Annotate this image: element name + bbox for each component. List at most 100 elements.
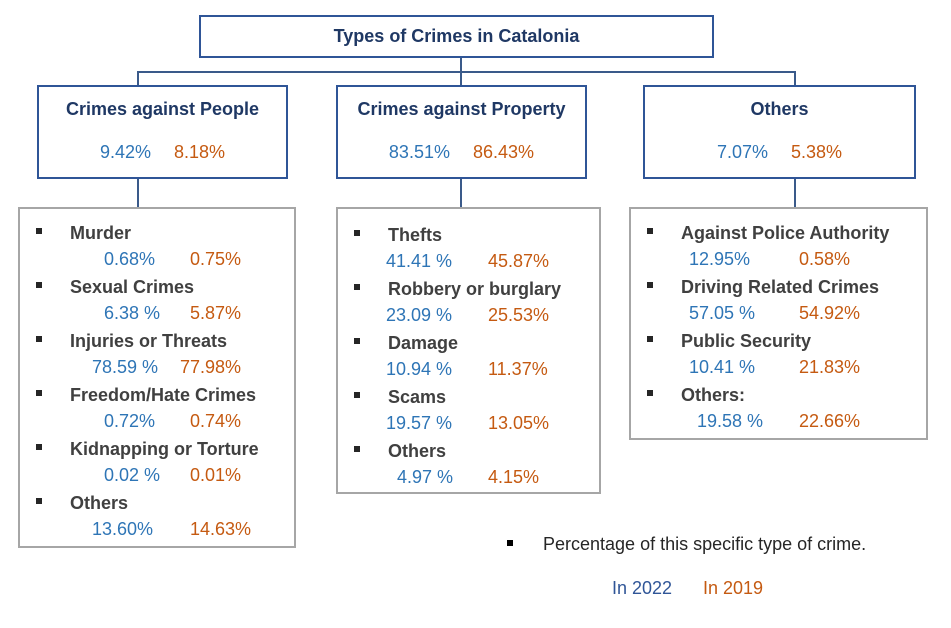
item-2022: 57.05 % xyxy=(689,303,756,323)
pct-2022: 83.51% xyxy=(388,142,450,162)
bullet-icon xyxy=(354,284,360,290)
legend-bullet-icon xyxy=(507,540,513,546)
item-label: Driving Related Crimes xyxy=(681,277,880,297)
diagram-title-box: Types of Crimes in Catalonia xyxy=(199,15,714,58)
bullet-icon xyxy=(36,228,42,234)
item-label: Sexual Crimes xyxy=(70,277,195,297)
item-2019: 0.74% xyxy=(190,411,242,431)
list-item: Others: 19.58 % 22.66% xyxy=(647,385,926,439)
branch-connector xyxy=(137,71,796,73)
category-percentages: 7.07% 5.38% xyxy=(645,142,914,163)
category-title: Crimes against Property xyxy=(357,99,566,119)
item-2019: 77.98% xyxy=(180,357,242,377)
item-2022: 19.57 % xyxy=(386,413,453,433)
bullet-icon xyxy=(647,336,653,342)
root-connector xyxy=(460,58,462,72)
branch-property-connector xyxy=(460,71,462,85)
category-box-property: Crimes against Property 83.51% 86.43% xyxy=(336,85,587,179)
legend-year-2019: In 2019 xyxy=(703,578,764,598)
list-item: Robbery or burglary 23.09 % 25.53% xyxy=(354,279,599,333)
bullet-icon xyxy=(354,446,360,452)
category-percentages: 9.42% 8.18% xyxy=(39,142,286,163)
item-2019: 11.37% xyxy=(488,359,548,379)
item-label: Thefts xyxy=(388,225,442,245)
list-item: Public Security 10.41 % 21.83% xyxy=(647,331,926,385)
legend-bullet-text: Percentage of this specific type of crim… xyxy=(543,534,867,554)
others-list-connector xyxy=(794,179,796,208)
item-2022: 78.59 % xyxy=(92,357,159,377)
list-item: Driving Related Crimes 57.05 % 54.92% xyxy=(647,277,926,331)
item-2019: 14.63% xyxy=(190,519,252,539)
list-item: Injuries or Threats 78.59 % 77.98% xyxy=(36,331,294,385)
list-item: Scams 19.57 % 13.05% xyxy=(354,387,599,441)
item-2022: 10.94 % xyxy=(386,359,453,379)
bullet-icon xyxy=(354,338,360,344)
list-item: Kidnapping or Torture 0.02 % 0.01% xyxy=(36,439,294,493)
bullet-icon xyxy=(354,392,360,398)
item-label: Injuries or Threats xyxy=(70,331,228,351)
list-item: Others 4.97 % 4.15% xyxy=(354,441,599,495)
item-2019: 0.01% xyxy=(190,465,242,485)
item-2019: 21.83% xyxy=(799,357,861,377)
item-label: Others xyxy=(70,493,129,513)
item-label: Public Security xyxy=(681,331,812,351)
item-label: Damage xyxy=(388,333,459,353)
item-2019: 0.58% xyxy=(799,249,851,269)
item-label: Scams xyxy=(388,387,447,407)
diagram-title: Types of Crimes in Catalonia xyxy=(333,26,580,46)
item-2022: 13.60% xyxy=(92,519,154,539)
bullet-icon xyxy=(36,390,42,396)
item-label: Others xyxy=(388,441,447,461)
item-2019: 45.87% xyxy=(488,251,550,271)
list-box-people: Murder 0.68% 0.75% Sexual Crimes 6.38 % … xyxy=(18,207,296,548)
bullet-icon xyxy=(36,498,42,504)
list-item: Freedom/Hate Crimes 0.72% 0.74% xyxy=(36,385,294,439)
pct-2019: 8.18% xyxy=(174,142,226,162)
list-item: Others 13.60% 14.63% xyxy=(36,493,294,547)
item-2022: 12.95% xyxy=(689,249,751,269)
list-item: Murder 0.68% 0.75% xyxy=(36,223,294,277)
item-2022: 19.58 % xyxy=(697,411,764,431)
item-2022: 0.72% xyxy=(104,411,156,431)
item-label: Murder xyxy=(70,223,132,243)
list-box-others: Against Police Authority 12.95% 0.58% Dr… xyxy=(629,207,928,440)
category-percentages: 83.51% 86.43% xyxy=(338,142,585,163)
bullet-icon xyxy=(36,444,42,450)
list-box-property: Thefts 41.41 % 45.87% Robbery or burglar… xyxy=(336,207,601,494)
legend-year-2022: In 2022 xyxy=(612,578,673,598)
item-2019: 54.92% xyxy=(799,303,861,323)
pct-2022: 7.07% xyxy=(716,142,768,162)
list-item: Thefts 41.41 % 45.87% xyxy=(354,225,599,279)
item-label: Others: xyxy=(681,385,746,405)
item-2022: 4.97 % xyxy=(397,467,454,487)
branch-others-connector xyxy=(794,71,796,85)
category-box-people: Crimes against People 9.42% 8.18% xyxy=(37,85,288,179)
bullet-icon xyxy=(36,336,42,342)
pct-2019: 86.43% xyxy=(473,142,535,162)
item-2019: 0.75% xyxy=(190,249,242,269)
bullet-icon xyxy=(647,282,653,288)
list-item: Sexual Crimes 6.38 % 5.87% xyxy=(36,277,294,331)
people-list-connector xyxy=(137,179,139,208)
bullet-icon xyxy=(354,230,360,236)
bullet-icon xyxy=(36,282,42,288)
item-2022: 41.41 % xyxy=(386,251,453,271)
property-list-connector xyxy=(460,179,462,208)
category-box-others: Others 7.07% 5.38% xyxy=(643,85,916,179)
category-title: Others xyxy=(750,99,809,119)
item-label: Freedom/Hate Crimes xyxy=(70,385,257,405)
item-2019: 4.15% xyxy=(488,467,540,487)
list-item: Damage 10.94 % 11.37% xyxy=(354,333,599,387)
list-item: Against Police Authority 12.95% 0.58% xyxy=(647,223,926,277)
item-2019: 22.66% xyxy=(799,411,861,431)
item-label: Kidnapping or Torture xyxy=(70,439,259,459)
item-2022: 6.38 % xyxy=(104,303,161,323)
item-2022: 10.41 % xyxy=(689,357,756,377)
item-2019: 13.05% xyxy=(488,413,550,433)
item-2022: 23.09 % xyxy=(386,305,453,325)
pct-2019: 5.38% xyxy=(791,142,843,162)
branch-people-connector xyxy=(137,71,139,85)
item-label: Robbery or burglary xyxy=(388,279,562,299)
item-label: Against Police Authority xyxy=(681,223,890,243)
pct-2022: 9.42% xyxy=(99,142,151,162)
